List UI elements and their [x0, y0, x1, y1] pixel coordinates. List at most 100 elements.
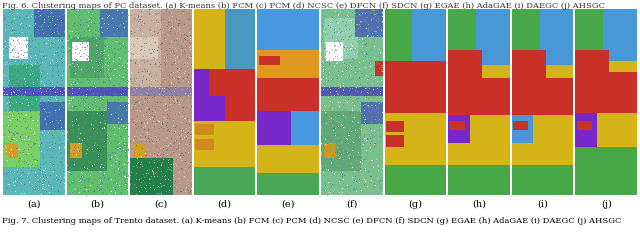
- Text: Fig. 7. Clustering maps of Trento dataset. (a) K-means (b) FCM (c) PCM (d) NCSC : Fig. 7. Clustering maps of Trento datase…: [2, 217, 621, 225]
- Bar: [195, 139, 214, 150]
- Text: (f): (f): [346, 200, 358, 209]
- Bar: [386, 135, 404, 147]
- Bar: [512, 9, 540, 50]
- Bar: [40, 102, 65, 130]
- Bar: [291, 111, 319, 145]
- Bar: [512, 143, 573, 165]
- Bar: [324, 18, 358, 59]
- Bar: [386, 120, 404, 132]
- Bar: [194, 120, 255, 167]
- Bar: [448, 50, 482, 78]
- Bar: [385, 9, 412, 61]
- Bar: [3, 111, 40, 167]
- Text: (h): (h): [472, 200, 486, 209]
- Bar: [609, 61, 637, 80]
- Bar: [321, 9, 383, 195]
- Bar: [194, 42, 225, 69]
- Bar: [130, 9, 192, 195]
- Bar: [419, 65, 446, 87]
- Bar: [100, 9, 128, 37]
- Bar: [9, 65, 40, 111]
- Bar: [225, 69, 255, 121]
- Bar: [257, 9, 319, 50]
- Bar: [257, 50, 319, 78]
- Bar: [512, 115, 533, 143]
- Bar: [603, 9, 637, 61]
- Bar: [130, 37, 158, 59]
- Bar: [448, 143, 510, 165]
- Bar: [482, 65, 510, 84]
- Bar: [194, 9, 255, 42]
- Bar: [513, 120, 529, 130]
- Bar: [577, 120, 592, 130]
- Bar: [194, 167, 255, 195]
- Bar: [375, 61, 383, 76]
- Bar: [476, 9, 510, 65]
- Bar: [385, 113, 446, 165]
- Bar: [67, 111, 107, 171]
- Bar: [385, 9, 446, 195]
- Bar: [540, 9, 573, 65]
- Bar: [257, 145, 319, 173]
- Bar: [194, 9, 255, 195]
- Bar: [326, 42, 343, 61]
- Bar: [72, 42, 89, 61]
- Text: (a): (a): [27, 200, 40, 209]
- Bar: [3, 9, 65, 195]
- Bar: [324, 143, 337, 158]
- Bar: [9, 37, 28, 59]
- Bar: [257, 173, 319, 195]
- Bar: [195, 124, 214, 135]
- Bar: [575, 50, 609, 72]
- Bar: [67, 9, 128, 195]
- Bar: [133, 143, 146, 158]
- Bar: [130, 158, 173, 195]
- Bar: [257, 9, 319, 195]
- Text: (c): (c): [154, 200, 168, 209]
- Bar: [512, 78, 573, 115]
- Bar: [209, 69, 255, 96]
- Bar: [448, 78, 510, 115]
- Bar: [257, 78, 319, 111]
- Bar: [575, 72, 637, 113]
- Bar: [130, 87, 192, 96]
- Bar: [449, 120, 465, 130]
- Bar: [546, 65, 573, 84]
- Bar: [3, 9, 65, 195]
- Text: (b): (b): [90, 200, 104, 209]
- Bar: [385, 61, 446, 113]
- Bar: [6, 143, 19, 158]
- Bar: [257, 111, 291, 145]
- Bar: [321, 9, 383, 195]
- Bar: [575, 147, 637, 165]
- Bar: [67, 87, 128, 96]
- Text: (g): (g): [408, 200, 422, 209]
- Bar: [512, 50, 546, 78]
- Bar: [321, 111, 361, 171]
- Bar: [107, 102, 128, 124]
- Bar: [385, 165, 446, 195]
- Bar: [355, 9, 383, 37]
- Bar: [448, 165, 510, 195]
- Bar: [34, 9, 65, 37]
- Bar: [448, 9, 510, 195]
- Text: (i): (i): [537, 200, 548, 209]
- Text: (d): (d): [218, 200, 232, 209]
- Bar: [361, 102, 383, 124]
- Bar: [575, 165, 637, 195]
- Bar: [130, 9, 161, 93]
- Bar: [67, 9, 128, 195]
- Bar: [575, 9, 637, 195]
- Bar: [575, 9, 603, 50]
- Text: Fig. 6. Clustering maps of PC dataset. (a) K-means (b) FCM (c) PCM (d) NCSC (e) : Fig. 6. Clustering maps of PC dataset. (…: [2, 2, 605, 10]
- Bar: [70, 37, 104, 78]
- Bar: [533, 115, 573, 149]
- Bar: [194, 69, 237, 121]
- Bar: [448, 9, 476, 50]
- Bar: [512, 165, 573, 195]
- Bar: [3, 87, 65, 96]
- Bar: [412, 9, 446, 65]
- Bar: [597, 113, 637, 147]
- Bar: [130, 9, 192, 195]
- Text: (e): (e): [282, 200, 295, 209]
